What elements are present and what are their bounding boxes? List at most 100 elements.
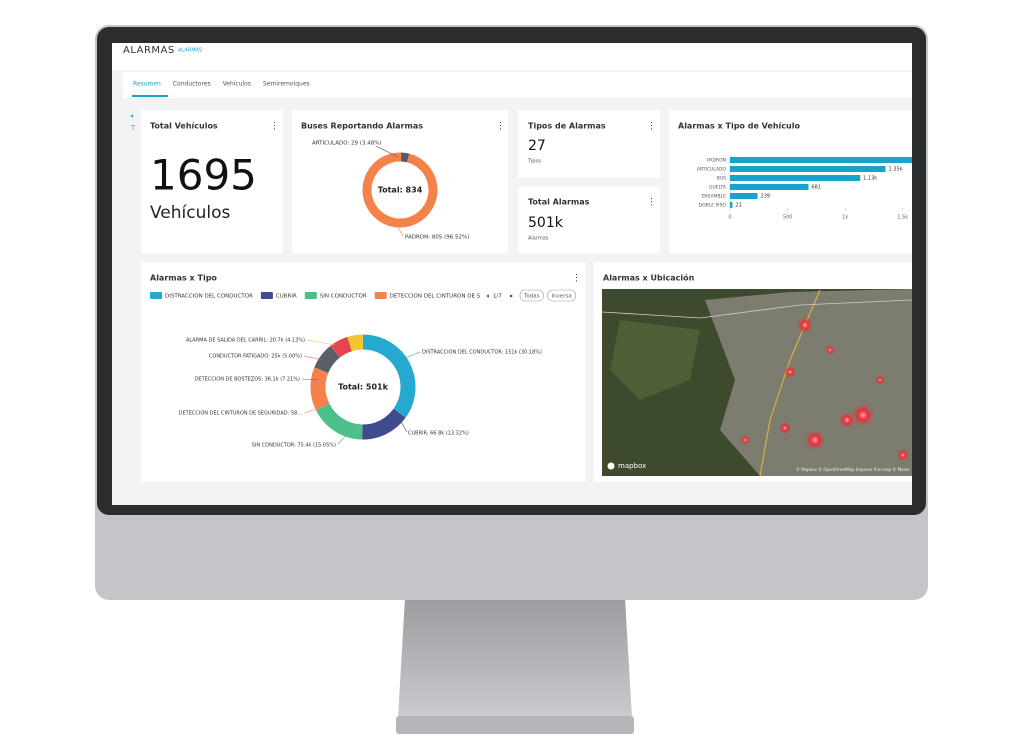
bar-value-label: 239 xyxy=(761,194,771,200)
map-attribution: © Mapbox © OpenStreetMap Improve this ma… xyxy=(796,467,910,472)
donut-center-label: Total: 834 xyxy=(378,186,423,195)
card xyxy=(518,110,660,178)
kpi-unit: Tipos xyxy=(527,159,542,165)
x-tick-label: 1k xyxy=(842,215,848,221)
card xyxy=(518,187,660,253)
legend-prev[interactable]: ◂ xyxy=(486,293,489,300)
legend-button[interactable] xyxy=(519,289,544,302)
callout-label: ARTICULADO: 29 (3.48%) xyxy=(312,141,382,147)
callout-leader xyxy=(394,221,404,237)
filter-icon[interactable]: ⊤ xyxy=(130,124,136,132)
x-tick-label: 1.5k xyxy=(897,215,908,221)
callout-leader xyxy=(375,145,399,158)
legend-label[interactable]: DISTRACCION DEL CONDUCTOR xyxy=(165,294,253,300)
donut-segment xyxy=(330,336,353,358)
callout-leader xyxy=(399,351,421,361)
legend-label[interactable]: CUBRIR xyxy=(276,294,297,300)
callout-leader xyxy=(301,378,319,381)
heatmap xyxy=(740,317,909,461)
card-menu[interactable]: ⋮ xyxy=(270,122,279,132)
monitor-stand xyxy=(398,598,632,718)
kpi-unit: Alarmas xyxy=(528,236,549,242)
chart-title: Alarmas x Ubicación xyxy=(603,273,695,283)
bar[interactable] xyxy=(730,193,758,199)
y-tick-label: ENSAMBLE xyxy=(701,194,726,200)
callout-label: DETECCION DE BOSTEZOS: 36.1k (7.21%) xyxy=(195,377,300,383)
callout-label: PADRON: 805 (96.52%) xyxy=(405,235,469,241)
card-menu[interactable]: ⋮ xyxy=(647,122,656,132)
bar[interactable] xyxy=(730,175,861,181)
tab[interactable]: Vehículos xyxy=(223,81,251,88)
callout-label: DETECCION DEL CINTURON DE SEGURIDAD: 58.… xyxy=(179,411,303,417)
donut-segment xyxy=(314,345,341,374)
card-menu[interactable]: ⋮ xyxy=(647,198,656,208)
legend-button[interactable] xyxy=(547,289,577,302)
tab[interactable]: Semiremolques xyxy=(263,81,310,88)
card-menus: ⋮ ⋮ ⋮ ⋮ ⋮ xyxy=(270,122,656,284)
bar[interactable] xyxy=(730,202,733,208)
tab[interactable]: Conductores xyxy=(173,81,211,88)
legend-swatch xyxy=(304,292,317,299)
map-vegetation xyxy=(610,320,700,400)
callout-label: ALARMA DE SALIDA DEL CARRIL: 20.7k (4.13… xyxy=(186,338,305,344)
legend: DISTRACCION DEL CONDUCTOR CUBRIR SIN CONDU… xyxy=(150,292,510,300)
callout-label: SIN CONDUCTOR: 75.4k (15.05%) xyxy=(252,443,336,449)
bar[interactable] xyxy=(730,184,809,190)
donut-segment xyxy=(361,408,406,440)
chart-title: Alarmas x Tipo de Vehículo xyxy=(678,122,800,131)
bar-value-label: 681 xyxy=(811,185,821,191)
legend-swatch xyxy=(374,292,387,299)
map-urban xyxy=(705,289,912,476)
y-tick-label: BUS xyxy=(717,176,726,182)
donut-segment xyxy=(310,367,330,411)
tab[interactable]: Resumen xyxy=(133,81,161,88)
donut-segment xyxy=(347,334,364,352)
callout-label: CUBRIR: 66.8k (13.32%) xyxy=(408,431,469,437)
card xyxy=(669,110,912,253)
collapse-icon[interactable]: ◂ xyxy=(130,113,133,120)
active-tab-indicator xyxy=(132,95,168,97)
card xyxy=(141,262,585,482)
kpi-title: Total Alarmas xyxy=(528,198,590,207)
monitor-base xyxy=(396,716,634,734)
map[interactable]: mapbox © Mapbox © OpenStreetMap Improve … xyxy=(602,289,912,476)
callout-leader xyxy=(303,407,321,414)
callout-label: DISTRACCION DEL CONDUCTOR: 151k (30.18%) xyxy=(422,350,542,356)
y-tick-label: DOBLE PISO xyxy=(699,203,727,209)
donut-segment xyxy=(315,403,363,440)
x-tick-label: 500 xyxy=(783,215,793,221)
map-logo-icon xyxy=(607,462,615,470)
legend-button-label: Inversa xyxy=(552,294,572,300)
callout-leader xyxy=(303,355,324,361)
map-road xyxy=(602,299,912,319)
kpi-title: Total Vehículos xyxy=(150,122,218,131)
legend-label[interactable]: SIN CONDUCTOR xyxy=(320,294,367,300)
card-menu[interactable]: ⋮ xyxy=(572,274,581,284)
x-tick-label: 0 xyxy=(728,215,731,221)
legend-button-label: Todas xyxy=(523,294,540,300)
kpi-title: Tipos de Alarmas xyxy=(528,122,606,131)
card xyxy=(292,110,508,253)
kpi-value: 1695 xyxy=(150,151,257,200)
callout-leader xyxy=(306,339,336,346)
y-tick-label: PADRON xyxy=(707,158,726,164)
bar-plot: 0 500 1k 1.5k PADRON ARTICULADO 1.35k BUS 1.13k G… xyxy=(697,156,925,221)
chart-title: Buses Reportando Alarmas xyxy=(301,122,423,131)
header-subtitle: ALARMAS xyxy=(178,48,202,54)
donut-center-label: Total: 501k xyxy=(338,383,389,392)
chart-title: Alarmas x Tipo xyxy=(150,274,217,283)
card-menu[interactable]: ⋮ xyxy=(496,122,505,132)
legend-label[interactable]: DETECCION DEL CINTURON DE SEGURIDAD xyxy=(390,294,510,300)
bar-value-label: 1.35k xyxy=(889,167,903,173)
donut-segment xyxy=(400,152,410,163)
kpi-value: 27 xyxy=(528,138,546,154)
legend-swatch xyxy=(260,292,273,299)
donut-segment xyxy=(362,334,416,418)
bar[interactable] xyxy=(730,166,886,172)
tab-bar xyxy=(123,72,912,98)
legend-next[interactable]: ▸ xyxy=(510,293,513,300)
map-logo: mapbox xyxy=(618,462,646,470)
bar[interactable] xyxy=(730,157,925,163)
